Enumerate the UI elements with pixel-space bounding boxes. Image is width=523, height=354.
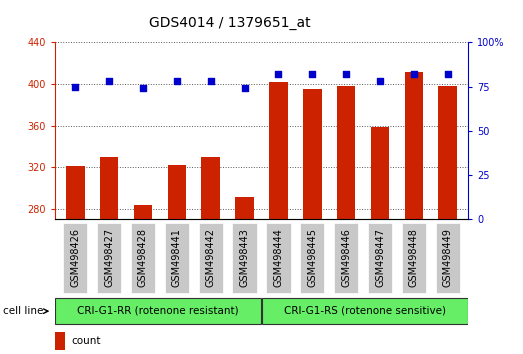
Bar [405,72,423,219]
FancyBboxPatch shape [262,298,468,324]
Bar [201,157,220,219]
Text: count: count [72,336,101,346]
Point [139,86,147,91]
Bar [134,205,152,219]
Text: GSM498428: GSM498428 [138,228,148,287]
Text: GSM498448: GSM498448 [409,228,419,287]
Point [241,86,249,91]
Bar [371,127,389,219]
Text: GSM498447: GSM498447 [375,228,385,287]
Text: GSM498446: GSM498446 [341,228,351,287]
FancyBboxPatch shape [368,223,392,292]
Text: GSM498427: GSM498427 [104,228,114,287]
FancyBboxPatch shape [199,223,223,292]
Bar [438,86,457,219]
Point [105,79,113,84]
Text: GSM498441: GSM498441 [172,228,182,287]
Bar [303,89,322,219]
Bar [55,332,65,350]
Point [207,79,215,84]
FancyBboxPatch shape [131,223,155,292]
Bar [66,166,85,219]
FancyBboxPatch shape [334,223,358,292]
FancyBboxPatch shape [63,223,87,292]
Text: GSM498426: GSM498426 [70,228,80,287]
Point [376,79,384,84]
Point [71,84,79,90]
FancyBboxPatch shape [165,223,189,292]
FancyBboxPatch shape [436,223,460,292]
Text: GDS4014 / 1379651_at: GDS4014 / 1379651_at [149,16,311,30]
Text: GSM498449: GSM498449 [443,228,453,287]
FancyBboxPatch shape [97,223,121,292]
FancyBboxPatch shape [55,298,261,324]
Bar [100,157,118,219]
Bar [167,165,186,219]
Text: GSM498442: GSM498442 [206,228,215,287]
Text: cell line: cell line [3,306,43,316]
FancyBboxPatch shape [266,223,291,292]
Point [274,72,282,77]
Point [444,72,452,77]
Text: GSM498444: GSM498444 [274,228,283,287]
Point [308,72,316,77]
Text: GSM498443: GSM498443 [240,228,249,287]
Bar [337,86,356,219]
FancyBboxPatch shape [232,223,257,292]
Text: CRI-G1-RS (rotenone sensitive): CRI-G1-RS (rotenone sensitive) [284,306,446,315]
Point [410,72,418,77]
Point [173,79,181,84]
Point [342,72,350,77]
Text: GSM498445: GSM498445 [308,228,317,287]
Bar [269,82,288,219]
FancyBboxPatch shape [300,223,324,292]
FancyBboxPatch shape [402,223,426,292]
Text: CRI-G1-RR (rotenone resistant): CRI-G1-RR (rotenone resistant) [77,306,239,315]
Bar [235,196,254,219]
